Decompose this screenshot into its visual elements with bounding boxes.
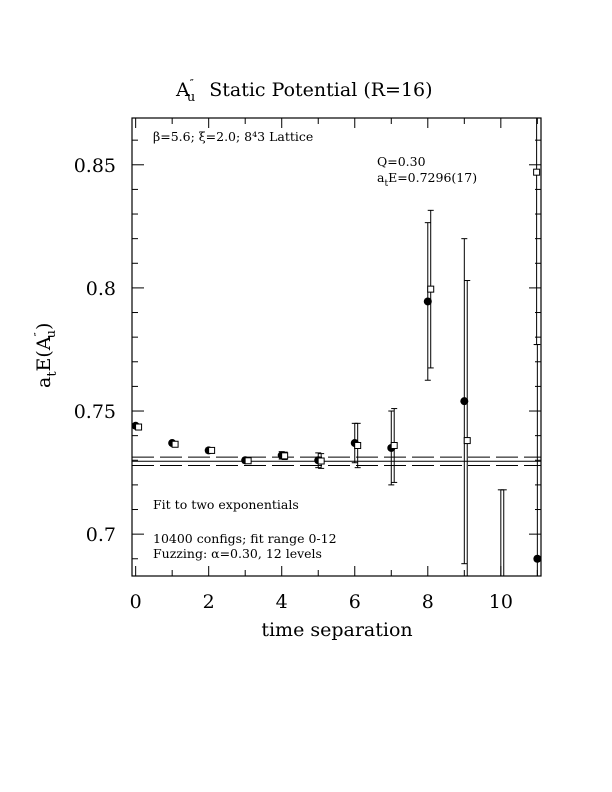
fuzzing-annotation: Fuzzing: α=0.30, 12 levels (153, 546, 322, 561)
x-tick-label: 2 (203, 591, 215, 613)
fit-annotation: Fit to two exponentials (153, 497, 299, 512)
y-tick-label: 0.85 (74, 155, 116, 177)
x-tick-label: 10 (489, 591, 513, 613)
data-point-square (171, 440, 179, 448)
x-tick-label: 6 (349, 591, 361, 613)
x-tick-label: 8 (422, 591, 434, 613)
q-annotation: Q=0.30 (377, 154, 426, 169)
data-point-circle (497, 579, 505, 587)
y-tick-label: 0.75 (74, 401, 116, 423)
data-point-square (427, 285, 435, 293)
data-point-square (317, 457, 325, 465)
y-tick-label: 0.8 (86, 278, 116, 300)
chart-title: A″ u Static Potential (R=16) (175, 77, 433, 105)
configs-annotation: 10400 configs; fit range 0-12 (153, 531, 337, 546)
data-point-circle (460, 397, 469, 406)
data-point-square (501, 580, 507, 586)
data-point-square (135, 423, 143, 431)
data-point-square (354, 441, 362, 449)
data-point-circle (533, 554, 541, 563)
x-tick-label: 4 (276, 591, 288, 613)
plot-frame (131, 117, 542, 577)
data-point-square (463, 437, 471, 445)
lattice-annotation: β=5.6; ξ=2.0; 8⁴3 Lattice (153, 129, 313, 144)
energy-annotation: atE=0.7296(17) (377, 170, 477, 189)
y-axis-label: atE(A″u) (32, 323, 60, 388)
data-point-square (533, 168, 541, 176)
y-tick-label: 0.7 (86, 524, 116, 546)
x-axis-label: time separation (261, 619, 412, 641)
data-point-circle (423, 297, 432, 306)
x-tick-label: 0 (130, 591, 142, 613)
data-point-square (244, 457, 252, 465)
data-point-square (390, 441, 398, 449)
data-point-square (208, 446, 216, 454)
data-point-square (281, 452, 289, 460)
